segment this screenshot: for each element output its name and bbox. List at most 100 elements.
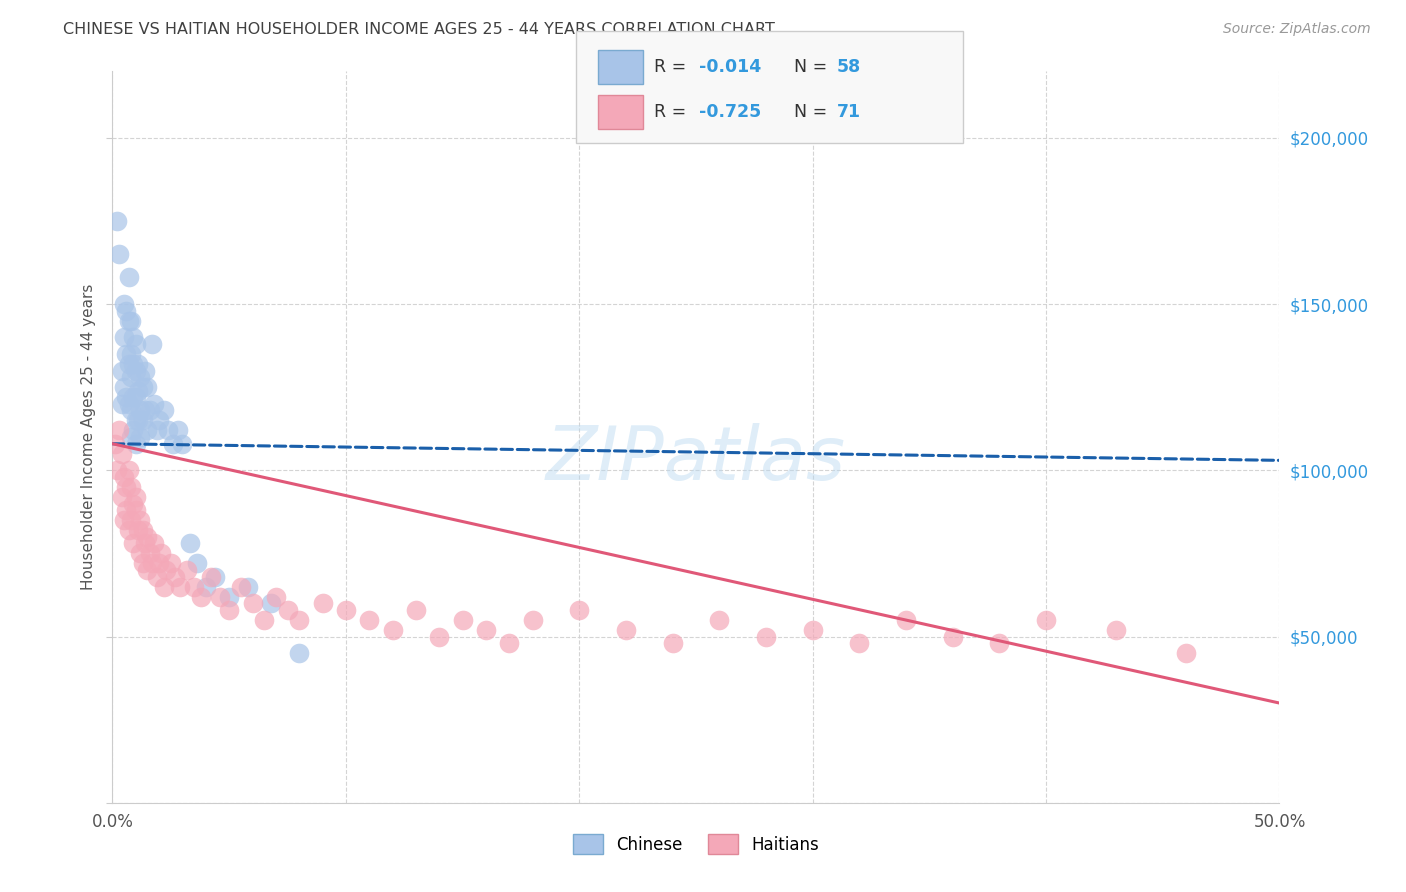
Point <box>218 603 240 617</box>
Text: -0.725: -0.725 <box>699 103 761 121</box>
Point <box>172 436 194 450</box>
Point <box>118 463 141 477</box>
Text: -0.014: -0.014 <box>699 58 761 76</box>
Point <box>155 563 177 577</box>
Point <box>125 413 148 427</box>
Point <box>118 357 141 371</box>
Point <box>120 513 142 527</box>
Point <box>105 214 128 228</box>
Point <box>153 580 176 594</box>
Point <box>127 523 149 537</box>
Point <box>186 557 208 571</box>
Point <box>120 370 142 384</box>
Point <box>1105 623 1128 637</box>
Point <box>111 363 134 377</box>
Point <box>127 357 149 371</box>
Point <box>120 314 142 328</box>
Point <box>475 623 498 637</box>
Point <box>141 337 163 351</box>
Text: ZIPatlas: ZIPatlas <box>546 423 846 495</box>
Point <box>264 590 287 604</box>
Point <box>405 603 427 617</box>
Point <box>112 297 135 311</box>
Point <box>112 513 135 527</box>
Point <box>146 570 169 584</box>
Point <box>148 557 170 571</box>
Point <box>132 413 155 427</box>
Point <box>801 623 824 637</box>
Point <box>125 490 148 504</box>
Point <box>136 380 159 394</box>
Point <box>132 557 155 571</box>
Point <box>218 590 240 604</box>
Text: 58: 58 <box>837 58 860 76</box>
Point <box>498 636 520 650</box>
Point <box>614 623 637 637</box>
Point <box>311 596 333 610</box>
Point <box>381 623 404 637</box>
Point <box>709 613 731 627</box>
Point <box>204 570 226 584</box>
Point <box>988 636 1011 650</box>
Point <box>229 580 252 594</box>
Point <box>157 424 180 438</box>
Point <box>122 390 145 404</box>
Point <box>242 596 264 610</box>
Point <box>129 546 152 560</box>
Point <box>122 536 145 550</box>
Point <box>129 430 152 444</box>
Point <box>165 570 187 584</box>
Point <box>125 363 148 377</box>
Point <box>127 384 149 398</box>
Point <box>141 557 163 571</box>
Legend: Chinese, Haitians: Chinese, Haitians <box>567 828 825 860</box>
Point <box>288 613 311 627</box>
Point <box>136 424 159 438</box>
Point <box>755 630 778 644</box>
Point <box>115 347 138 361</box>
Point <box>146 424 169 438</box>
Point <box>451 613 474 627</box>
Point <box>153 403 176 417</box>
Point <box>200 570 222 584</box>
Point <box>359 613 381 627</box>
Point <box>179 536 201 550</box>
Point <box>132 523 155 537</box>
Point <box>129 403 152 417</box>
Point <box>120 347 142 361</box>
Point <box>118 314 141 328</box>
Point <box>136 530 159 544</box>
Text: R =: R = <box>654 103 692 121</box>
Point <box>136 563 159 577</box>
Point <box>104 436 127 450</box>
Point <box>661 636 683 650</box>
Point <box>129 513 152 527</box>
Point <box>208 590 231 604</box>
Point <box>190 590 212 604</box>
Point <box>125 436 148 450</box>
Point <box>108 424 131 438</box>
Point <box>108 247 131 261</box>
Point <box>111 490 134 504</box>
Point <box>122 497 145 511</box>
Point <box>162 436 184 450</box>
Text: N =: N = <box>783 58 832 76</box>
Point <box>115 390 138 404</box>
Point <box>335 603 357 617</box>
Text: R =: R = <box>654 58 692 76</box>
Point <box>134 363 156 377</box>
Point <box>127 413 149 427</box>
Point <box>122 330 145 344</box>
Point <box>143 536 166 550</box>
Point <box>260 596 283 610</box>
Point <box>111 397 134 411</box>
Point <box>1175 646 1198 660</box>
Point <box>169 580 191 594</box>
Point <box>942 630 965 644</box>
Point <box>236 580 259 594</box>
Point <box>139 403 162 417</box>
Point <box>139 546 162 560</box>
Point <box>125 337 148 351</box>
Point <box>150 546 173 560</box>
Point <box>427 630 450 644</box>
